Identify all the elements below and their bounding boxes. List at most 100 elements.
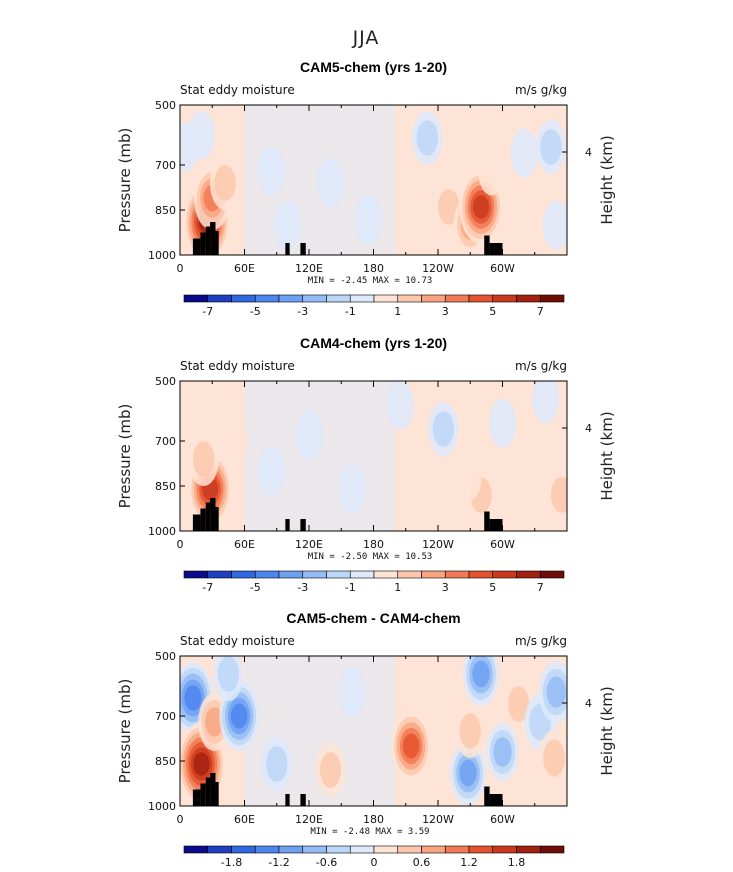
contour-feature [266,746,288,782]
y2-tick-label: 4 [585,146,592,159]
y-tick-label: 700 [155,435,176,448]
y-axis-label: Pressure (mb) [116,128,134,233]
contour-feature [550,477,567,513]
panel-title: CAM5-chem (yrs 1-20) [300,59,447,75]
y-tick-label: 1000 [148,525,176,538]
contour-feature [338,464,366,514]
panel-3: CAM5-chem - CAM4-chem Stat eddy moisture m… [116,610,616,869]
topography-block [210,222,216,255]
topography-block [489,794,503,806]
colorbar-cell [349,294,375,303]
colorbar-cell [326,845,351,854]
x-tick-label: 120E [295,813,323,826]
colorbar-label: 0.6 [413,856,431,869]
x-tick-label: 0 [177,262,184,275]
panel-title: CAM5-chem - CAM4-chem [286,610,460,626]
colorbar-cell [539,570,565,579]
colorbar-cell [254,845,280,854]
colorbar-cell [397,570,422,579]
contour-feature [193,752,210,776]
x-tick-label: 180 [363,538,384,551]
contour-feature [273,200,302,250]
colorbar-cell [302,294,327,303]
y-tick-label: 1000 [148,249,176,262]
y2-tick-label: 4 [585,697,592,710]
colorbar-label: -3 [297,581,308,594]
colorbar-cell [254,294,280,303]
x-tick-label: 60E [234,262,255,275]
colorbar-cell [278,570,304,579]
colorbar-cell [207,570,232,579]
contour-field [180,381,567,531]
topography-block [285,243,290,255]
topography-block [489,243,503,255]
colorbar-cell [326,294,351,303]
colorbar-cell [254,570,280,579]
colorbar-cell [539,294,565,303]
colorbar-label: 5 [489,305,496,318]
topography-block [484,786,490,806]
y-tick-label: 700 [155,710,176,723]
colorbar-cell [231,570,256,579]
panel-title: CAM4-chem (yrs 1-20) [300,335,447,351]
contour-feature [459,713,481,749]
panel-2: CAM4-chem (yrs 1-20) Stat eddy moisture m/… [116,335,616,594]
colorbar-cell [421,845,446,854]
colorbar-cell [421,294,446,303]
contour-feature [488,398,517,448]
colorbar-label: 1.8 [508,856,526,869]
contour-feature [402,733,420,759]
colorbar-label: -1.8 [221,856,242,869]
colorbar-cell [516,294,541,303]
colorbar-cell [326,570,351,579]
min-max-stats: MIN = -2.45 MAX = 10.73 [308,276,433,286]
colorbar-cell [539,845,565,854]
y-tick-label: 850 [155,480,176,493]
contour-feature [531,381,560,424]
contour-field [180,656,567,806]
colorbar-cell [231,294,256,303]
contour-feature [416,120,438,156]
y-tick-label: 500 [155,99,176,112]
topography-block [285,519,290,531]
colorbar-cell [397,845,422,854]
colorbar-label: 1 [394,305,401,318]
x-tick-label: 120W [422,262,454,275]
colorbar-label: -1 [345,581,356,594]
x-tick-label: 120W [422,813,454,826]
x-tick-label: 0 [177,538,184,551]
colorbar-cell [302,570,327,579]
topography-block [215,782,219,806]
colorbar-label: 7 [537,305,544,318]
contour-feature [205,707,224,737]
colorbar-label: 1 [394,581,401,594]
contour-feature [412,672,442,724]
topography-block [205,226,211,255]
colorbar-cell [468,570,494,579]
y2-axis-label: Height (km) [598,411,616,500]
colorbar: -7 -5 -3 -1 1 3 5 7 [183,570,565,594]
x-tick-label: 60W [490,813,515,826]
colorbar-cell [373,294,399,303]
colorbar-cell [349,845,375,854]
colorbar-label: 3 [442,305,449,318]
colorbar: -1.8 -1.2 -0.6 0 0.6 1.2 1.8 [183,845,565,869]
colorbar-cell [397,294,422,303]
left-label: Stat eddy moisture [180,83,295,97]
topography-block [484,235,490,255]
y2-axis-label: Height (km) [598,135,616,224]
contour-feature [192,441,215,477]
colorbar-cell [516,845,541,854]
y-tick-label: 700 [155,159,176,172]
colorbar-label: -3 [297,305,308,318]
contour-feature [316,158,345,208]
colorbar-cell [444,570,470,579]
y-tick-label: 500 [155,650,176,663]
colorbar-label: -7 [202,581,213,594]
left-label: Stat eddy moisture [180,634,295,648]
contour-feature [472,660,490,688]
contour-feature [319,752,342,788]
topography-block [215,231,219,255]
colorbar-label: -1 [345,305,356,318]
